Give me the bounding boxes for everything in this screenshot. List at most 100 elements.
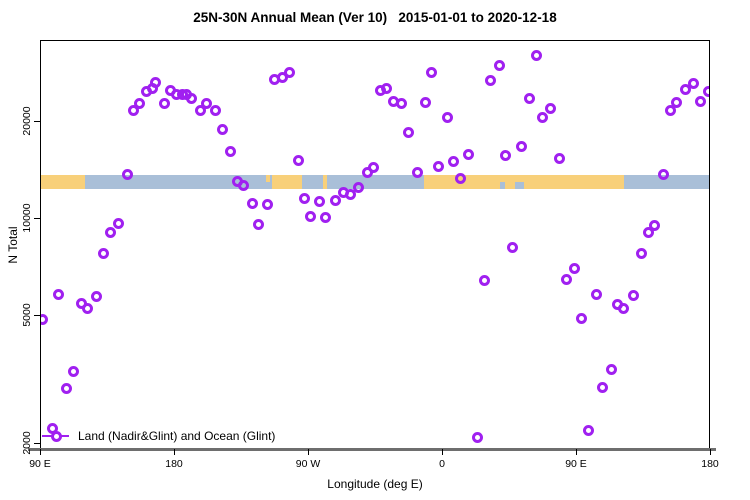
data-point [596,382,608,394]
data-point [284,67,296,79]
data-point [185,92,197,104]
data-point [665,104,677,116]
data-point [617,303,629,315]
data-point [127,105,139,117]
data-point [507,241,519,253]
data-point [635,248,647,260]
data-point [313,196,325,208]
ocean-notch [515,182,525,189]
data-point [246,197,258,209]
data-point [209,105,221,117]
data-point [403,126,415,138]
y-tick-label: 10000 [21,203,33,233]
data-point [695,96,707,108]
legend-label: Land (Nadir&Glint) and Ocean (Glint) [78,429,276,443]
ocean-notch [500,182,505,189]
y-tick [34,121,40,123]
x-axis-label: Longitude (deg E) [327,477,423,491]
y-tick [34,218,40,219]
y-tick [34,443,40,445]
data-point [523,92,535,104]
data-point [133,97,145,109]
land-segment [323,175,327,189]
data-point [194,105,206,117]
x-axis-baseline [28,448,716,451]
chart-title: 25N-30N Annual Mean (Ver 10) 2015-01-01 … [193,10,557,25]
data-point [531,49,543,61]
data-point [425,66,437,78]
data-point [299,192,311,204]
data-point [68,365,80,377]
land-segment [41,175,85,189]
data-point [412,167,424,179]
x-tick-label: 180 [165,458,183,470]
data-point [479,275,491,287]
data-point [224,146,236,158]
x-tick-label: 90 E [565,458,587,470]
data-point [252,219,264,231]
data-point [395,98,407,110]
data-point [568,263,580,275]
data-point [657,169,669,181]
data-point [41,314,49,326]
data-point [419,97,431,109]
data-point [380,83,392,95]
data-point [60,383,72,395]
x-tick-label: 90 E [29,458,51,470]
data-point [642,226,654,238]
y-tick-label: 5000 [21,303,33,327]
data-point [628,290,640,302]
data-point [590,289,602,301]
y-tick-label: 2000 [21,431,33,455]
data-point [53,289,65,301]
data-point [648,219,660,231]
legend-circle-icon [51,430,62,442]
data-point [217,123,229,135]
data-point [330,195,342,207]
x-tick-label: 90 W [295,458,321,470]
y-tick-label: 20000 [21,106,33,136]
data-point [702,86,709,98]
data-point [671,97,683,109]
plot-area: Land (Nadir&Glint) and Ocean (Glint) [40,40,710,449]
x-tick [174,449,175,455]
data-point [605,364,617,376]
x-tick [442,449,443,455]
data-point [687,78,699,90]
data-point [544,102,556,114]
data-point [98,248,110,260]
land-segment [271,175,303,189]
data-point [345,189,357,201]
data-point [583,425,595,437]
data-point [261,198,273,210]
data-point [304,210,316,222]
data-point [361,167,373,179]
land-segment [265,175,270,182]
data-point [112,218,124,230]
data-point [447,155,459,167]
data-point [553,153,565,165]
x-tick [40,449,41,455]
data-point [455,172,467,184]
data-point [441,112,453,124]
data-point [81,302,93,314]
data-point [276,72,288,84]
y-tick [34,314,40,316]
data-point [471,431,483,443]
data-point [159,97,171,109]
data-point [237,180,249,192]
x-tick [308,449,309,455]
data-point [433,160,445,172]
data-point [367,161,379,173]
x-tick-label: 0 [439,458,445,470]
data-point [575,313,587,325]
y-axis-label: N Total [6,226,20,264]
data-point [494,60,506,72]
data-point [352,182,364,194]
data-point [561,274,573,286]
data-point [293,154,305,166]
x-tick [576,449,577,455]
data-point [516,140,528,152]
data-point [150,77,162,89]
data-point [90,291,102,303]
